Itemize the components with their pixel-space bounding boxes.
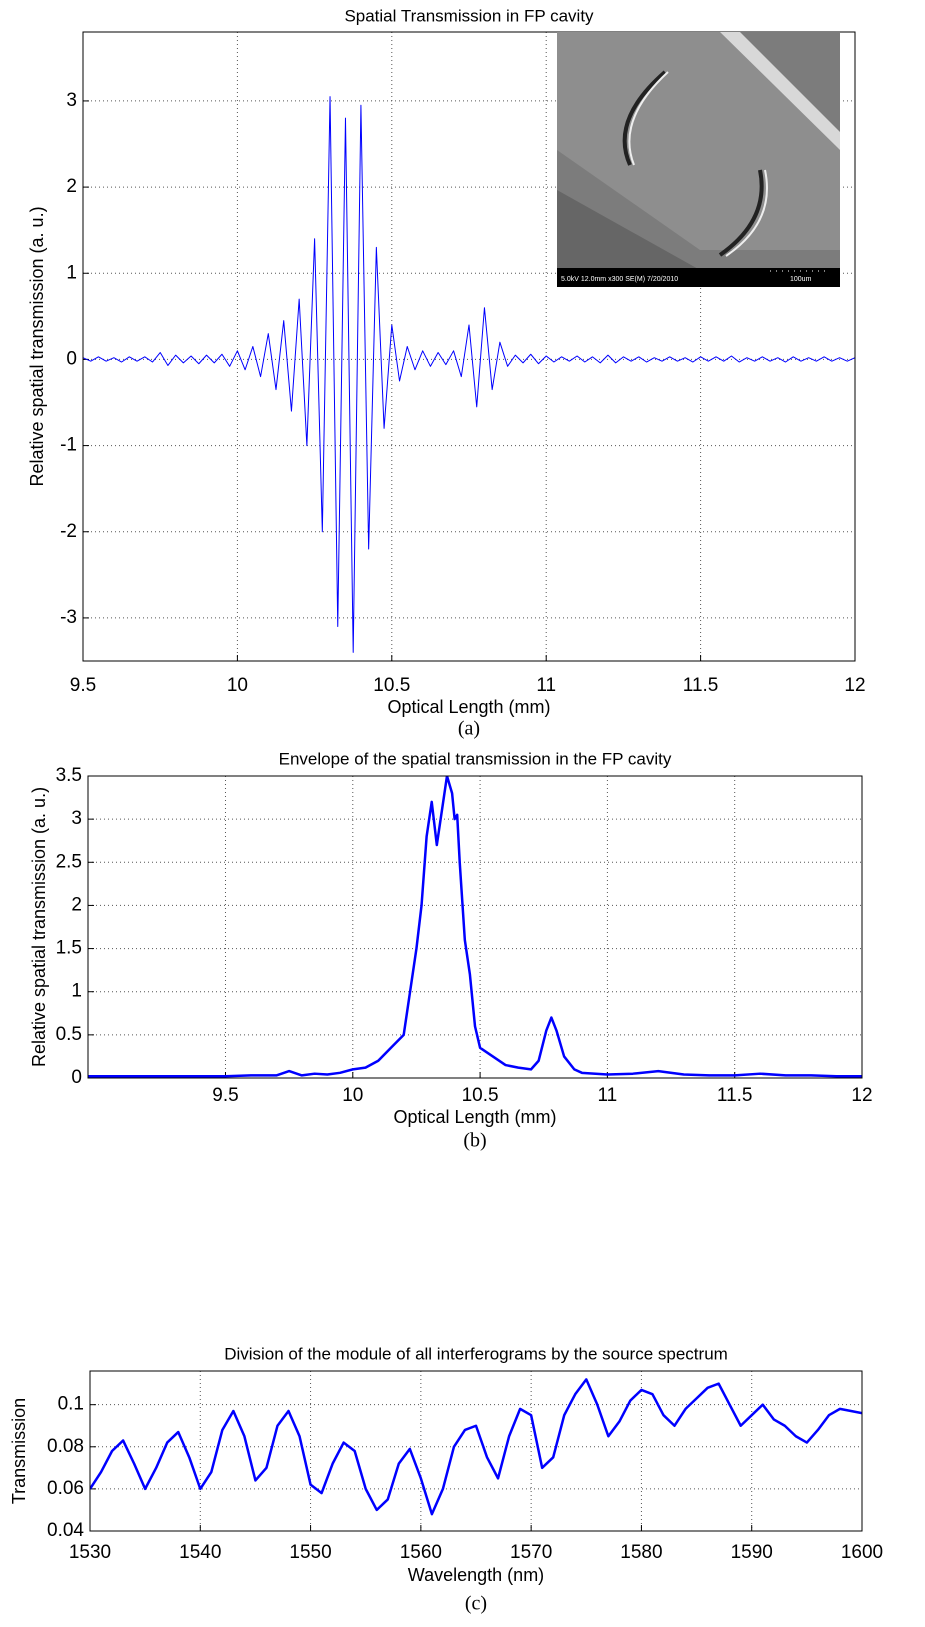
x-tick-label: 11.5 (683, 675, 719, 696)
inset-text: 100um (790, 276, 812, 283)
x-tick-label: 11 (536, 675, 556, 696)
data-line (90, 1378, 862, 1516)
y-tick-label: -2 (60, 521, 77, 542)
plot-frame (89, 1370, 863, 1532)
y-tick-label: 0.06 (47, 1478, 84, 1499)
y-tick-label: 0 (71, 1067, 82, 1088)
inset-mirror-edge (628, 71, 669, 166)
y-tick-label: -3 (60, 607, 77, 628)
x-tick-label: 11 (598, 1085, 618, 1106)
inset-trench (557, 190, 700, 270)
y-tick-label: 0 (66, 348, 77, 369)
x-tick-label: 10 (342, 1085, 363, 1106)
inset-mirror (622, 70, 667, 166)
plot-frame (87, 775, 863, 1079)
x-axis-label: Wavelength (nm) (408, 1565, 544, 1585)
data-line (88, 776, 862, 1078)
y-axis-label: Relative spatial transmission (a. u.) (29, 787, 49, 1067)
x-tick-label: 1540 (179, 1542, 221, 1563)
x-tick-label: 10.5 (373, 675, 410, 696)
x-tick-label: 12 (851, 1085, 872, 1106)
x-tick-label: 10 (227, 675, 248, 696)
inset-text: 5.0kV 12.0mm x300 SE(M) 7/20/2010 (561, 276, 678, 283)
inset-surface (557, 32, 840, 250)
x-tick-label: 1560 (400, 1542, 442, 1563)
caption: (a) (458, 718, 480, 740)
chart-title: Spatial Transmission in FP cavity (344, 6, 594, 25)
y-tick-label: 3.5 (56, 765, 82, 786)
inset-mirror-edge (725, 169, 768, 257)
y-tick-label: 1 (66, 262, 77, 283)
inset-infobar (557, 268, 840, 287)
y-tick-label: 0.08 (47, 1436, 84, 1457)
x-tick-label: 1600 (841, 1542, 883, 1563)
x-tick-label: 9.5 (70, 675, 96, 696)
x-tick-label: 1550 (289, 1542, 331, 1563)
caption: (c) (465, 1593, 487, 1615)
y-tick-label: 0.1 (58, 1394, 84, 1415)
data-line (83, 96, 855, 653)
x-tick-label: 10.5 (462, 1085, 499, 1106)
y-tick-label: 1 (71, 981, 82, 1002)
inset-edge (720, 32, 840, 150)
sem-inset: 5.0kV 12.0mm x300 SE(M) 7/20/2010 100um (557, 32, 840, 287)
x-tick-label: 1530 (69, 1542, 111, 1563)
y-tick-label: 3 (66, 90, 77, 111)
y-tick-label: 2 (66, 176, 77, 197)
y-tick-label: 0.5 (56, 1024, 82, 1045)
x-tick-label: 11.5 (717, 1085, 753, 1106)
x-tick-label: 12 (844, 675, 865, 696)
y-tick-label: 0.04 (47, 1520, 84, 1541)
x-tick-label: 9.5 (212, 1085, 238, 1106)
y-axis-label: Transmission (9, 1398, 29, 1504)
caption: (b) (463, 1130, 486, 1152)
inset-mirror (718, 169, 764, 257)
y-tick-label: 2.5 (56, 851, 82, 872)
y-tick-label: 1.5 (56, 938, 82, 959)
y-tick-label: 2 (71, 894, 82, 915)
y-tick-label: 3 (71, 808, 82, 829)
x-tick-label: 1580 (620, 1542, 662, 1563)
y-axis-label: Relative spatial transmission (a. u.) (27, 206, 47, 486)
x-tick-label: 1570 (510, 1542, 552, 1563)
plot-frame (82, 31, 856, 662)
x-tick-label: 1590 (731, 1542, 773, 1563)
y-tick-label: -1 (60, 435, 77, 456)
chart-title: Division of the module of all interferog… (224, 1344, 728, 1363)
chart-title: Envelope of the spatial transmission in … (279, 749, 672, 768)
x-axis-label: Optical Length (mm) (387, 697, 550, 717)
x-axis-label: Optical Length (mm) (393, 1107, 556, 1127)
